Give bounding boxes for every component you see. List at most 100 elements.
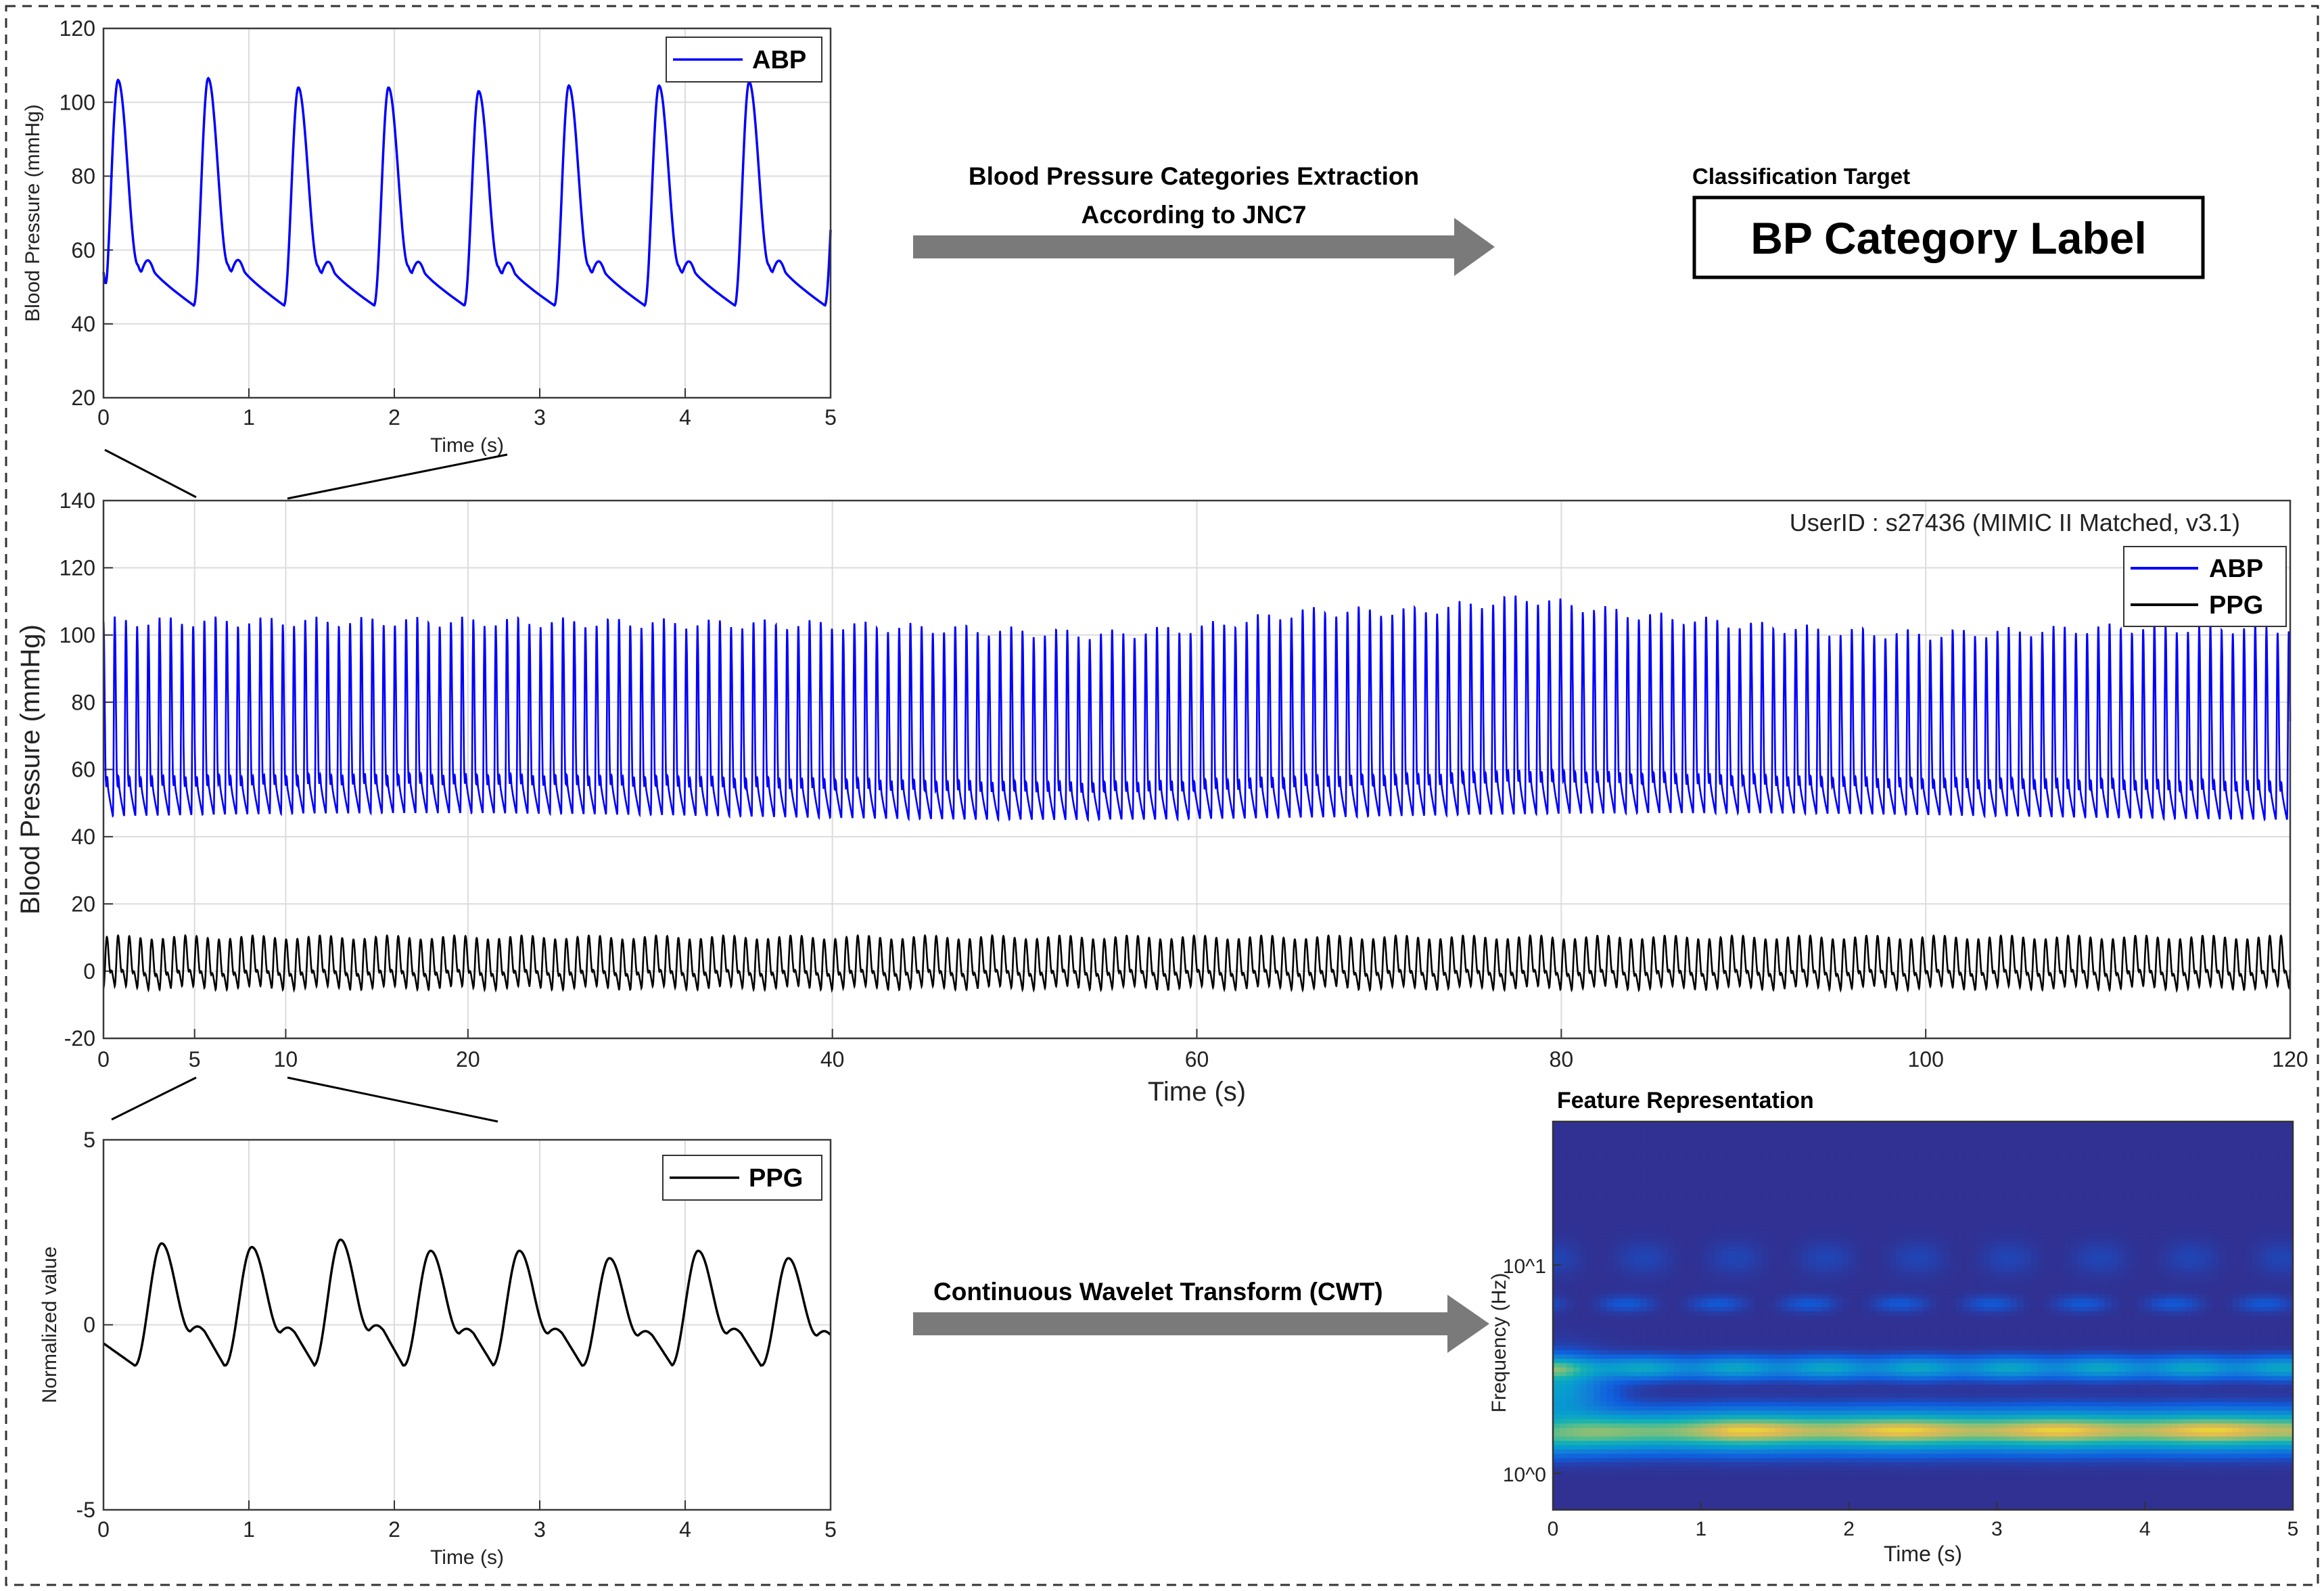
cwt-cell — [1990, 1195, 1998, 1200]
cwt-cell — [2259, 1220, 2267, 1226]
cwt-cell — [2003, 1285, 2011, 1291]
cwt-cell — [2218, 1264, 2227, 1269]
cwt-cell — [2232, 1268, 2240, 1273]
cwt-cell — [1896, 1130, 1903, 1135]
cwt-cell — [2017, 1138, 2024, 1144]
cwt-cell — [1775, 1216, 1782, 1222]
cwt-cell — [1815, 1199, 1823, 1204]
cwt-cell — [1956, 1207, 1964, 1213]
cwt-cell — [1963, 1294, 1971, 1299]
ppg_zoom-ylabel: Normalized value — [39, 1247, 61, 1404]
cwt-cell — [2152, 1247, 2159, 1252]
cwt-cell — [2118, 1134, 2126, 1140]
cwt-cell — [1633, 1164, 1641, 1170]
cwt-cell — [2266, 1134, 2273, 1140]
cwt-cell — [1640, 1138, 1648, 1144]
cwt-cell — [1835, 1169, 1843, 1174]
cwt-cell — [2205, 1134, 2213, 1140]
cwt-cell — [2178, 1238, 2186, 1243]
cwt-cell — [1640, 1268, 1648, 1273]
cwt-cell — [2111, 1242, 2119, 1247]
cwt-cell — [1923, 1182, 1930, 1187]
cwt-cell — [1815, 1191, 1823, 1196]
cwt-cell — [1869, 1195, 1877, 1200]
cwt-cell — [1694, 1151, 1702, 1157]
cwt-cell — [1896, 1285, 1903, 1291]
cwt-cell — [1768, 1216, 1775, 1222]
cwt-cell — [2024, 1220, 2031, 1226]
cwt-cell — [1903, 1298, 1910, 1304]
cwt-cell — [1613, 1177, 1621, 1183]
cwt-cell — [2212, 1294, 2220, 1299]
cwt-cell — [1849, 1251, 1857, 1256]
cwt-cell — [1970, 1233, 1978, 1239]
cwt-cell — [1741, 1255, 1749, 1260]
cwt-cell — [2218, 1220, 2227, 1226]
cwt-cell — [1970, 1177, 1978, 1183]
cwt-cell — [1741, 1191, 1749, 1196]
cwt-cell — [1855, 1281, 1863, 1287]
cwt-cell — [1681, 1276, 1688, 1282]
cwt-cell — [1949, 1160, 1957, 1166]
cwt-cell — [1842, 1289, 1850, 1295]
cwt-cell — [2138, 1143, 2145, 1149]
cwt-cell — [2185, 1285, 2193, 1291]
cwt-cell — [1647, 1225, 1654, 1230]
cwt-cell — [1734, 1255, 1742, 1260]
cwt-cell — [1976, 1264, 1984, 1269]
cwt-cell — [1990, 1160, 1998, 1166]
cwt-cell — [2286, 1272, 2294, 1278]
cwt-cell — [1802, 1203, 1809, 1209]
cwt-cell — [1876, 1302, 1884, 1308]
cwt-cell — [2198, 1195, 2206, 1200]
cwt-cell — [1903, 1260, 1910, 1265]
cwt-cell — [2225, 1220, 2233, 1226]
cwt-cell — [2017, 1272, 2024, 1278]
cwt-cell — [1727, 1255, 1736, 1260]
cwt-cell — [1963, 1238, 1971, 1243]
cwt-cell — [1741, 1247, 1749, 1252]
cwt-cell — [1754, 1169, 1763, 1174]
cwt-cell — [2091, 1126, 2099, 1131]
cwt-cell — [1593, 1156, 1601, 1161]
cwt-cell — [1963, 1212, 1971, 1218]
cwt-cell — [1936, 1156, 1944, 1161]
cwt-cell — [1882, 1289, 1890, 1295]
cwt-cell — [1788, 1307, 1796, 1312]
cwt-cell — [2064, 1255, 2072, 1260]
cwt-cell — [1876, 1182, 1884, 1187]
cwt-cell — [2077, 1122, 2085, 1127]
cwt-cell — [1862, 1255, 1870, 1260]
cwt-cell — [1613, 1195, 1621, 1200]
cwt-cell — [1862, 1260, 1870, 1265]
cwt-cell — [2091, 1169, 2099, 1174]
cwt-cell — [1916, 1160, 1924, 1166]
cwt-cell — [1795, 1182, 1803, 1187]
cwt-cell — [1963, 1298, 1971, 1304]
cwt-cell — [1943, 1126, 1951, 1131]
cwt-cell — [1606, 1182, 1614, 1187]
cwt-cell — [2259, 1207, 2267, 1213]
cwt-cell — [1788, 1203, 1796, 1209]
cwt-cell — [1768, 1285, 1775, 1291]
cwt-cell — [2252, 1233, 2260, 1239]
cwt-cell — [1600, 1207, 1608, 1213]
cwt-cell — [1896, 1229, 1903, 1235]
cwt-cell — [1667, 1186, 1675, 1191]
cwt-cell — [1700, 1220, 1709, 1226]
cwt-cell — [2138, 1272, 2145, 1278]
cwt-cell — [2165, 1233, 2172, 1239]
cwt-cell — [1727, 1294, 1736, 1299]
cwt-cell — [2212, 1238, 2220, 1243]
cwt-cell — [1943, 1182, 1951, 1187]
cwt-cell — [1654, 1298, 1661, 1304]
cwt-cell — [2286, 1260, 2294, 1265]
cwt-cell — [1687, 1289, 1695, 1295]
cwt-cell — [2104, 1147, 2112, 1153]
cwt-cell — [1768, 1164, 1775, 1170]
cwt-cell — [1633, 1173, 1641, 1178]
cwt-cell — [1727, 1186, 1736, 1191]
cwt-cell — [1647, 1134, 1654, 1140]
cwt-cell — [1660, 1169, 1668, 1174]
cwt-cell — [1761, 1182, 1769, 1187]
